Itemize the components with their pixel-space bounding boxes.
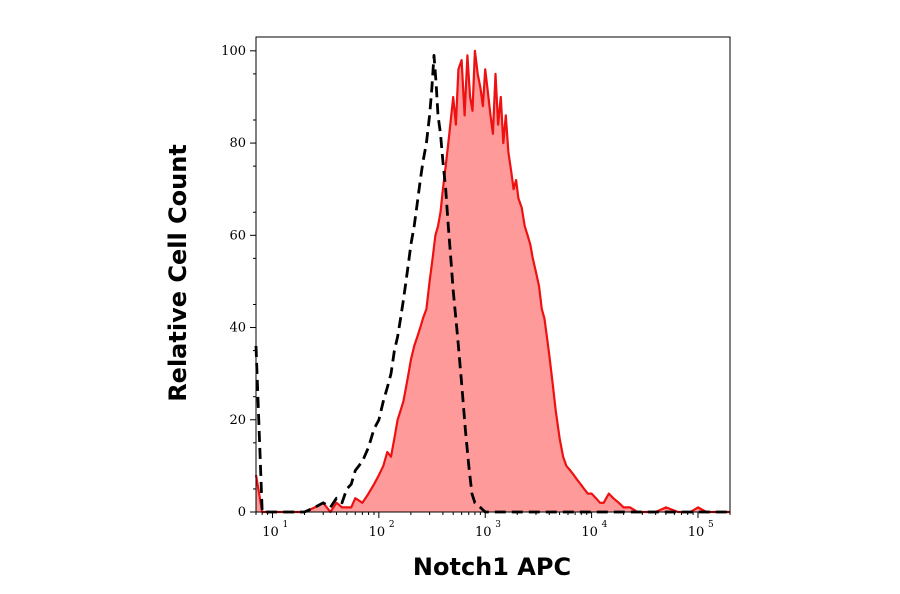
x-tick-exponent-1: 1	[282, 520, 288, 530]
series-layer	[254, 49, 730, 514]
y-tick-label-100: 100	[221, 44, 246, 59]
x-tick-label-1: 10	[262, 525, 279, 540]
plot-frame	[255, 36, 731, 513]
x-tick-label-3: 10	[475, 525, 492, 540]
x-tick-label-2: 10	[369, 525, 386, 540]
y-axis-title: Relative Cell Count	[164, 144, 192, 402]
x-tick-label-4: 10	[581, 525, 598, 540]
y-tick-label-80: 80	[229, 136, 246, 151]
y-axis: 0 20 40 60 80 100	[221, 44, 256, 520]
x-tick-exponent-3: 3	[495, 520, 501, 530]
x-tick-exponent-2: 2	[389, 520, 395, 530]
y-tick-label-20: 20	[229, 413, 246, 428]
y-tick-label-60: 60	[229, 228, 246, 243]
x-tick-exponent-4: 4	[602, 520, 608, 530]
stained-histogram-fill	[256, 50, 730, 513]
y-tick-label-40: 40	[229, 321, 246, 336]
x-tick-exponent-5: 5	[708, 520, 714, 530]
x-tick-label-5: 10	[688, 525, 705, 540]
x-axis: 10 1 10 2 10 3 10 4 10 5	[255, 512, 731, 540]
y-tick-label-0: 0	[238, 505, 246, 520]
x-axis-title: Notch1 APC	[413, 553, 571, 581]
control-histogram-line	[254, 54, 730, 514]
stained-histogram-line	[254, 49, 730, 514]
